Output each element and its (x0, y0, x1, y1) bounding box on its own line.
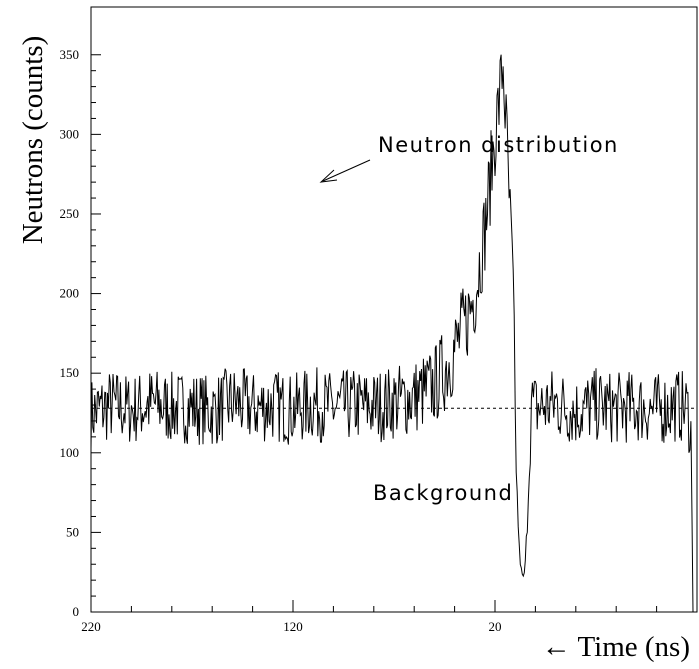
x-tick-label: 220 (81, 619, 101, 634)
y-tick-label: 100 (60, 445, 80, 460)
x-tick-label: 120 (283, 619, 303, 634)
x-tick-label: 20 (489, 619, 502, 634)
y-tick-label: 150 (60, 365, 80, 380)
annotation-arrow-head (319, 169, 338, 183)
annotation-arrow-shaft (322, 159, 371, 182)
y-tick-label: 50 (66, 524, 79, 539)
y-tick-label: 200 (60, 286, 80, 301)
x-axis-title: ← Time (ns) (542, 631, 690, 663)
y-tick-label: 300 (60, 126, 80, 141)
y-tick-label: 0 (73, 604, 80, 619)
plot-frame (90, 6, 698, 613)
y-tick-label: 350 (60, 47, 80, 62)
y-tick-label: 250 (60, 206, 80, 221)
y-axis-title: Neutrons (counts) (17, 36, 49, 245)
annotation-neutron-distribution: Neutron distribution (378, 133, 619, 157)
neutron-series-line (90, 54, 694, 613)
annotation-background: Background (373, 481, 513, 505)
